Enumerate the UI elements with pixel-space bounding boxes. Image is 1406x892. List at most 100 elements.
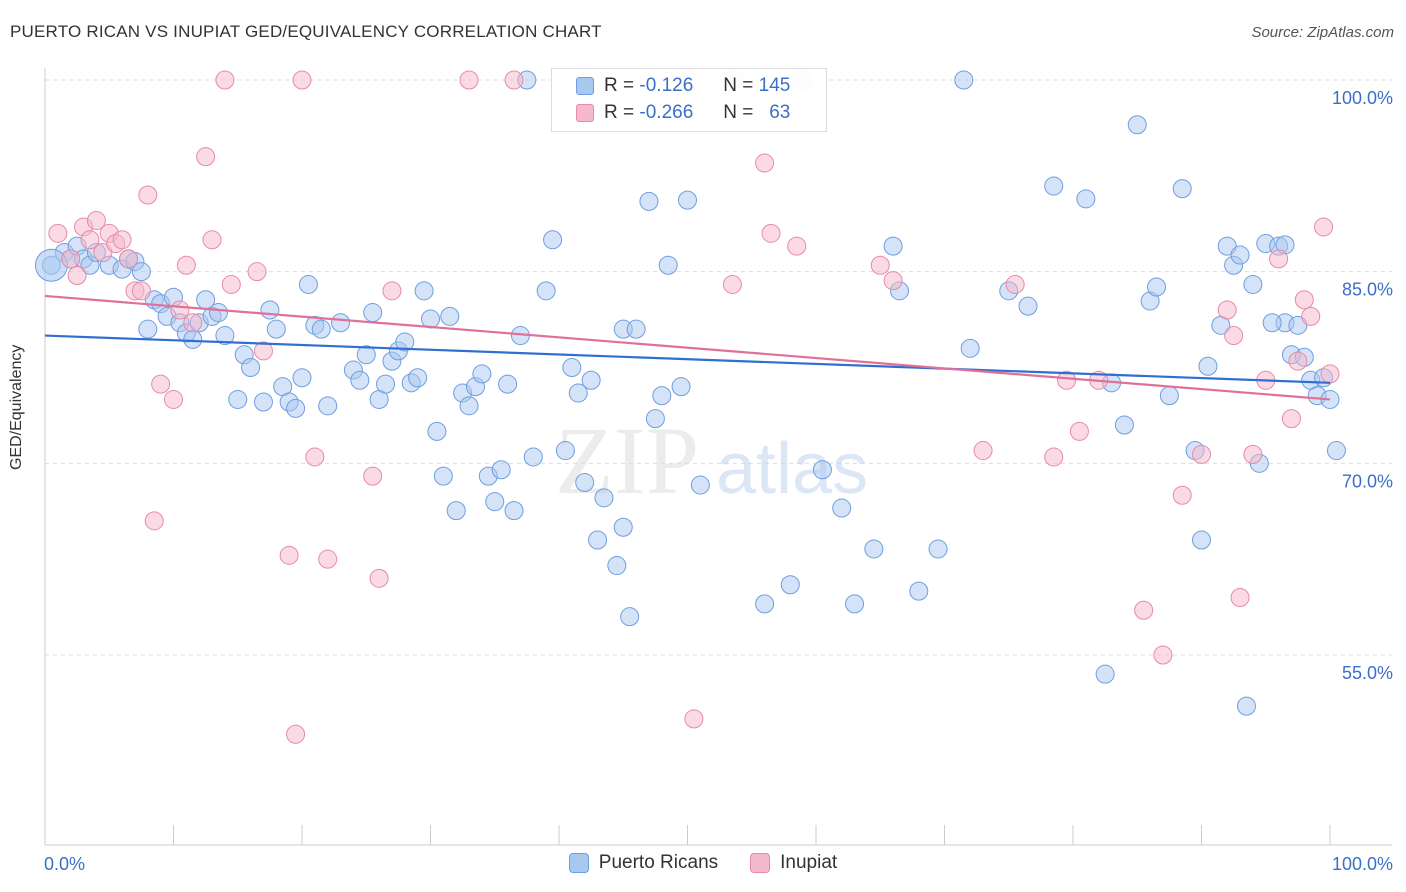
legend-r-label: R = — [604, 75, 635, 96]
data-point — [1243, 444, 1263, 464]
data-point — [151, 374, 171, 394]
data-point — [575, 473, 595, 492]
data-point — [498, 374, 518, 394]
data-point — [755, 153, 775, 173]
data-point — [298, 274, 318, 294]
data-point — [1230, 588, 1250, 607]
legend-label: Inupiat — [780, 852, 838, 873]
data-point — [286, 724, 306, 744]
data-point — [620, 607, 640, 627]
data-point — [318, 549, 338, 569]
data-point — [639, 191, 659, 211]
data-point — [279, 545, 299, 565]
data-point — [960, 338, 980, 358]
data-point — [1018, 296, 1038, 316]
data-point — [292, 368, 312, 388]
data-point — [678, 190, 697, 210]
data-point — [67, 266, 87, 285]
watermark: ZIP atlas — [555, 407, 868, 514]
data-point — [183, 329, 203, 349]
legend-swatch-blue — [568, 853, 589, 873]
data-point — [562, 358, 582, 377]
data-point — [645, 409, 665, 429]
data-point — [164, 389, 183, 409]
data-point — [684, 709, 704, 729]
data-point — [472, 364, 492, 384]
data-point — [1153, 645, 1173, 665]
data-point — [247, 262, 267, 282]
data-point — [1314, 217, 1334, 237]
data-point — [228, 389, 248, 409]
data-point — [1192, 444, 1211, 464]
data-point — [363, 466, 383, 486]
source-label: Source: ZipAtlas.com — [1251, 24, 1394, 41]
data-point — [131, 262, 151, 282]
data-point — [690, 475, 710, 495]
x-tick-label-max: 100.0% — [1332, 854, 1393, 874]
data-point — [292, 70, 312, 90]
data-point — [883, 236, 903, 256]
data-point — [1192, 530, 1211, 550]
legend-row-puerto-ricans: R = -0.126 N = 145 — [576, 73, 790, 99]
data-point — [112, 230, 132, 250]
data-point — [144, 511, 164, 531]
data-point — [1198, 356, 1218, 376]
data-point — [1320, 364, 1340, 384]
data-point — [812, 460, 832, 480]
data-point — [543, 230, 563, 250]
data-point — [1269, 249, 1289, 269]
data-point — [382, 281, 402, 301]
data-point — [356, 345, 376, 365]
watermark-atlas: atlas — [716, 429, 868, 509]
data-point — [973, 441, 993, 461]
legend-item-puerto-ricans[interactable]: Puerto Ricans — [568, 852, 718, 874]
data-point — [870, 255, 890, 275]
legend-swatch-blue — [576, 77, 594, 95]
x-tick-label-min: 0.0% — [44, 854, 85, 874]
data-point — [588, 530, 608, 550]
data-point — [1127, 115, 1147, 135]
data-point — [883, 271, 903, 291]
data-point — [536, 281, 556, 301]
legend-n-value: 63 — [769, 102, 791, 123]
y-axis-label: GED/Equivalency — [8, 344, 25, 470]
data-point — [440, 306, 460, 326]
legend-n-label: N = — [723, 102, 754, 123]
data-point — [755, 594, 775, 614]
watermark-zip: ZIP — [555, 407, 699, 514]
data-point — [504, 70, 524, 90]
data-point — [607, 556, 627, 576]
data-point — [1114, 415, 1134, 435]
data-point — [581, 370, 601, 390]
data-point — [318, 396, 338, 416]
data-point — [1134, 600, 1154, 620]
axes — [44, 68, 1392, 846]
data-point — [1057, 370, 1077, 390]
data-point — [1301, 306, 1321, 326]
trend-line-0 — [44, 334, 1331, 384]
data-point — [350, 370, 370, 390]
data-point — [459, 396, 479, 416]
data-point — [369, 568, 389, 588]
data-point — [761, 223, 781, 243]
data-point — [1243, 274, 1263, 294]
data-point — [202, 230, 222, 250]
data-point — [1159, 386, 1179, 406]
data-point — [286, 398, 306, 418]
data-point — [568, 383, 588, 403]
data-point — [555, 441, 575, 461]
data-point — [1262, 313, 1282, 333]
data-point — [395, 332, 415, 352]
series-puerto-ricans — [34, 70, 1346, 716]
legend-swatch-pink — [750, 853, 771, 873]
legend-item-inupiat[interactable]: Inupiat — [750, 852, 837, 874]
legend-swatch-pink — [576, 104, 594, 122]
data-point — [260, 300, 280, 320]
data-point — [1217, 300, 1237, 320]
x-tick-labels: 0.0% 100.0% — [44, 854, 1393, 874]
data-point — [176, 255, 196, 275]
data-point — [459, 70, 479, 90]
data-point — [48, 223, 68, 243]
data-point — [845, 594, 865, 614]
